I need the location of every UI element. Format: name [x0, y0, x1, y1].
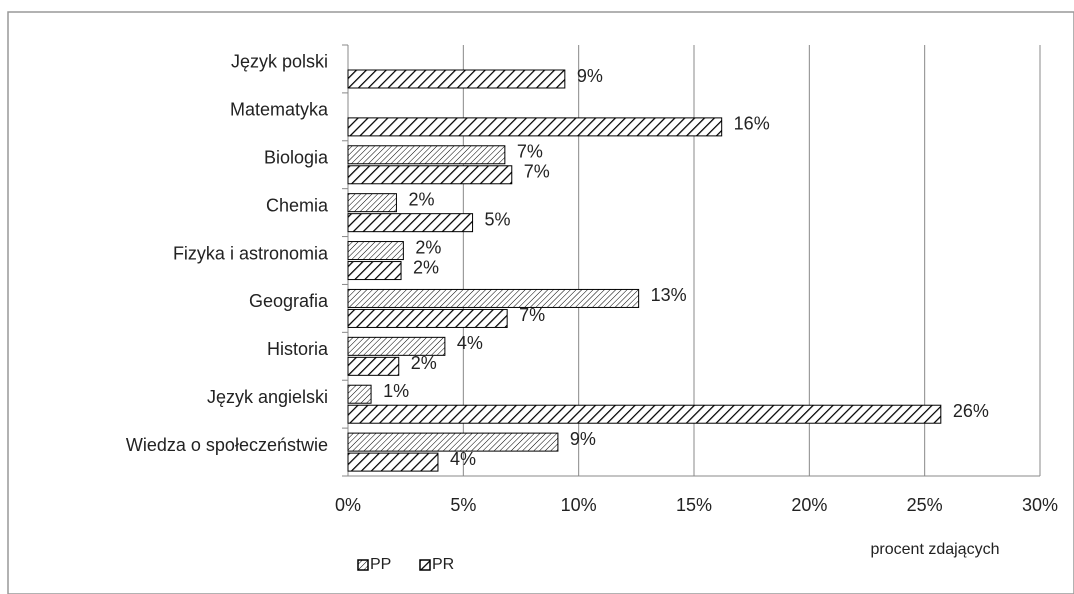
data-label: 1% [383, 381, 409, 401]
data-label: 26% [953, 401, 989, 421]
x-tick-label: 5% [450, 495, 476, 515]
x-tick-label: 25% [907, 495, 943, 515]
bar [347, 213, 474, 233]
legend-swatch [357, 559, 369, 571]
bar [347, 241, 404, 261]
legend-swatch [419, 559, 431, 571]
x-tick-label: 10% [561, 495, 597, 515]
y-tick-label: Historia [267, 339, 329, 359]
bar [347, 288, 640, 308]
data-label: 9% [570, 429, 596, 449]
data-label: 16% [734, 114, 770, 134]
data-label: 4% [457, 333, 483, 353]
bar [347, 404, 942, 424]
data-label: 7% [517, 142, 543, 162]
y-tick-label: Język polski [231, 52, 328, 72]
bar [347, 452, 439, 472]
data-label: 2% [411, 353, 437, 373]
bar [347, 308, 508, 328]
data-label: 7% [519, 305, 545, 325]
bar [347, 117, 723, 137]
y-tick-label: Geografia [249, 291, 329, 311]
bar [347, 432, 559, 452]
bar [347, 69, 566, 89]
bar [347, 261, 402, 281]
x-axis-label: procent zdających [871, 541, 1000, 558]
bar [347, 384, 372, 404]
y-tick-label: Biologia [264, 147, 329, 167]
y-tick-label: Matematyka [230, 100, 329, 120]
legend-label: PR [432, 556, 454, 573]
x-tick-label: 20% [791, 495, 827, 515]
data-label: 4% [450, 449, 476, 469]
frame [7, 11, 1074, 594]
data-label: 2% [413, 257, 439, 277]
bar [347, 165, 513, 185]
bar [347, 356, 400, 376]
y-tick-label: Fizyka i astronomia [173, 243, 329, 263]
bar [347, 336, 446, 356]
bar [347, 193, 397, 213]
data-label: 13% [651, 285, 687, 305]
x-tick-label: 30% [1022, 495, 1058, 515]
data-label: 7% [524, 162, 550, 182]
legend-label: PP [370, 556, 391, 573]
y-tick-label: Chemia [266, 195, 329, 215]
data-label: 5% [485, 209, 511, 229]
data-label: 2% [415, 237, 441, 257]
bar [347, 145, 506, 165]
x-tick-label: 15% [676, 495, 712, 515]
x-tick-label: 0% [335, 495, 361, 515]
y-tick-label: Wiedza o społeczeństwie [126, 435, 328, 455]
data-label: 2% [408, 189, 434, 209]
data-label: 9% [577, 66, 603, 86]
y-tick-label: Język angielski [207, 387, 328, 407]
